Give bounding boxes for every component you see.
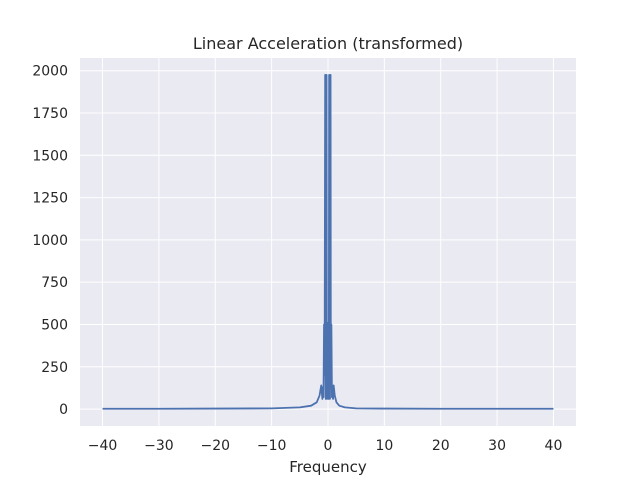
x-tick-label: 10 xyxy=(375,438,393,454)
x-axis-label: Frequency xyxy=(289,458,367,476)
y-tick-label: 250 xyxy=(41,360,68,376)
chart-title: Linear Acceleration (transformed) xyxy=(193,34,463,53)
x-gridlines xyxy=(102,58,554,426)
x-tick-label: −10 xyxy=(257,438,287,454)
x-tick-label: −40 xyxy=(88,438,118,454)
series-layer xyxy=(102,74,554,410)
y-tick-label: 2000 xyxy=(32,64,68,80)
x-tick-labels: −40 −30 −20 −10 0 10 20 30 40 xyxy=(88,438,563,454)
x-tick-label: −30 xyxy=(144,438,174,454)
y-tick-label: 1500 xyxy=(32,148,68,164)
y-tick-label: 500 xyxy=(41,317,68,333)
y-tick-label: 1750 xyxy=(32,106,68,122)
series-line xyxy=(102,74,554,410)
y-tick-label: 1250 xyxy=(32,191,68,207)
y-tick-label: 1000 xyxy=(32,233,68,249)
x-tick-label: 40 xyxy=(545,438,563,454)
x-tick-label: 0 xyxy=(324,438,333,454)
x-tick-label: 30 xyxy=(488,438,506,454)
y-tick-label: 750 xyxy=(41,275,68,291)
x-tick-label: −20 xyxy=(200,438,230,454)
x-tick-label: 20 xyxy=(432,438,450,454)
y-tick-label: 0 xyxy=(59,402,68,418)
y-tick-labels: 0 250 500 750 1000 1250 1500 1750 2000 xyxy=(32,64,68,418)
